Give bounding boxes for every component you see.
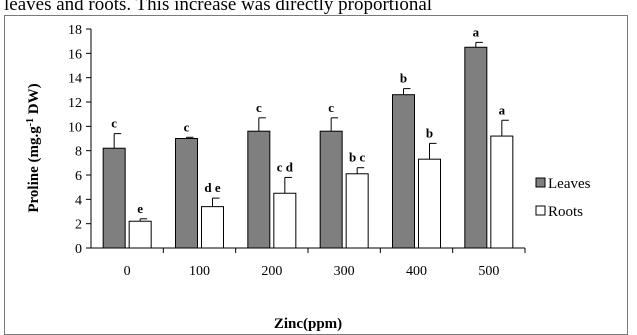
significance-label: c (256, 100, 262, 115)
x-tick-label: 300 (334, 264, 355, 279)
x-tick-label: 100 (189, 264, 210, 279)
significance-label: a (473, 24, 480, 39)
x-axis-title: Zinc(ppm) (274, 316, 342, 332)
chart-svg: 0 2 4 6 8 10 12 14 16 18 c e c d e c c d c b c b b a a 0 100 2… (25, 23, 591, 332)
legend: Leaves Roots (535, 176, 591, 220)
x-tick-label: 0 (124, 264, 131, 279)
y-tick-label: 4 (75, 193, 82, 208)
legend-swatch-roots (535, 205, 546, 216)
y-axis-title: Proline (mg.g-1 DW) (25, 83, 43, 212)
y-tick-label: 6 (75, 169, 82, 184)
y-tick-label: 0 (75, 242, 82, 257)
x-tick-label: 500 (478, 264, 499, 279)
bar-roots-100 (201, 206, 224, 249)
error-bars (113, 41, 509, 222)
y-tick-label: 18 (68, 23, 82, 38)
bar-leaves-300 (319, 130, 343, 249)
bar-leaves-100 (175, 138, 198, 249)
bars (102, 46, 514, 249)
caption-text: leaves and roots. This increase was dire… (4, 0, 433, 15)
significance-label: c (111, 116, 117, 131)
bar-roots-300 (345, 173, 369, 249)
y-axis-title-tail: DW) (26, 83, 42, 118)
y-tick-label: 8 (75, 145, 82, 160)
significance-label: b (400, 71, 407, 86)
significance-label: d e (204, 180, 220, 195)
y-axis-title-main: Proline (mg.g (26, 126, 42, 213)
y-tick-label: 14 (68, 72, 82, 87)
x-tick-label: 400 (406, 264, 427, 279)
chart-frame: 0 2 4 6 8 10 12 14 16 18 c e c d e c c d c b c b b a a 0 100 2… (4, 15, 628, 335)
x-axis-ticks: 0 100 200 300 400 500 (124, 248, 526, 279)
bar-leaves-400 (392, 94, 415, 249)
significance-label: b c (349, 150, 365, 165)
bar-leaves-200 (247, 130, 271, 249)
bar-roots-500 (490, 135, 514, 249)
legend-label-roots: Roots (548, 204, 583, 220)
bar-roots-0 (128, 220, 152, 249)
significance-labels: c e c d e c c d c b c b b a a (111, 24, 505, 215)
y-tick-label: 10 (68, 120, 82, 135)
bar-leaves-0 (102, 147, 126, 249)
bar-leaves-500 (464, 46, 488, 249)
legend-swatch-leaves (535, 177, 546, 188)
significance-label: c d (277, 159, 294, 174)
y-axis-ticks: 0 2 4 6 8 10 12 14 16 18 (68, 23, 91, 257)
significance-label: c (328, 100, 334, 115)
significance-label: e (137, 201, 143, 216)
y-tick-label: 16 (68, 47, 82, 62)
significance-label: a (499, 102, 506, 117)
bar-roots-400 (418, 158, 441, 249)
significance-label: c (184, 119, 190, 134)
bar-roots-200 (273, 192, 297, 249)
significance-label: b (426, 125, 433, 140)
legend-label-leaves: Leaves (548, 176, 591, 192)
y-tick-label: 2 (75, 218, 82, 233)
x-tick-label: 200 (261, 264, 282, 279)
y-axis-title-sup: -1 (25, 118, 36, 126)
y-tick-label: 12 (68, 96, 82, 111)
